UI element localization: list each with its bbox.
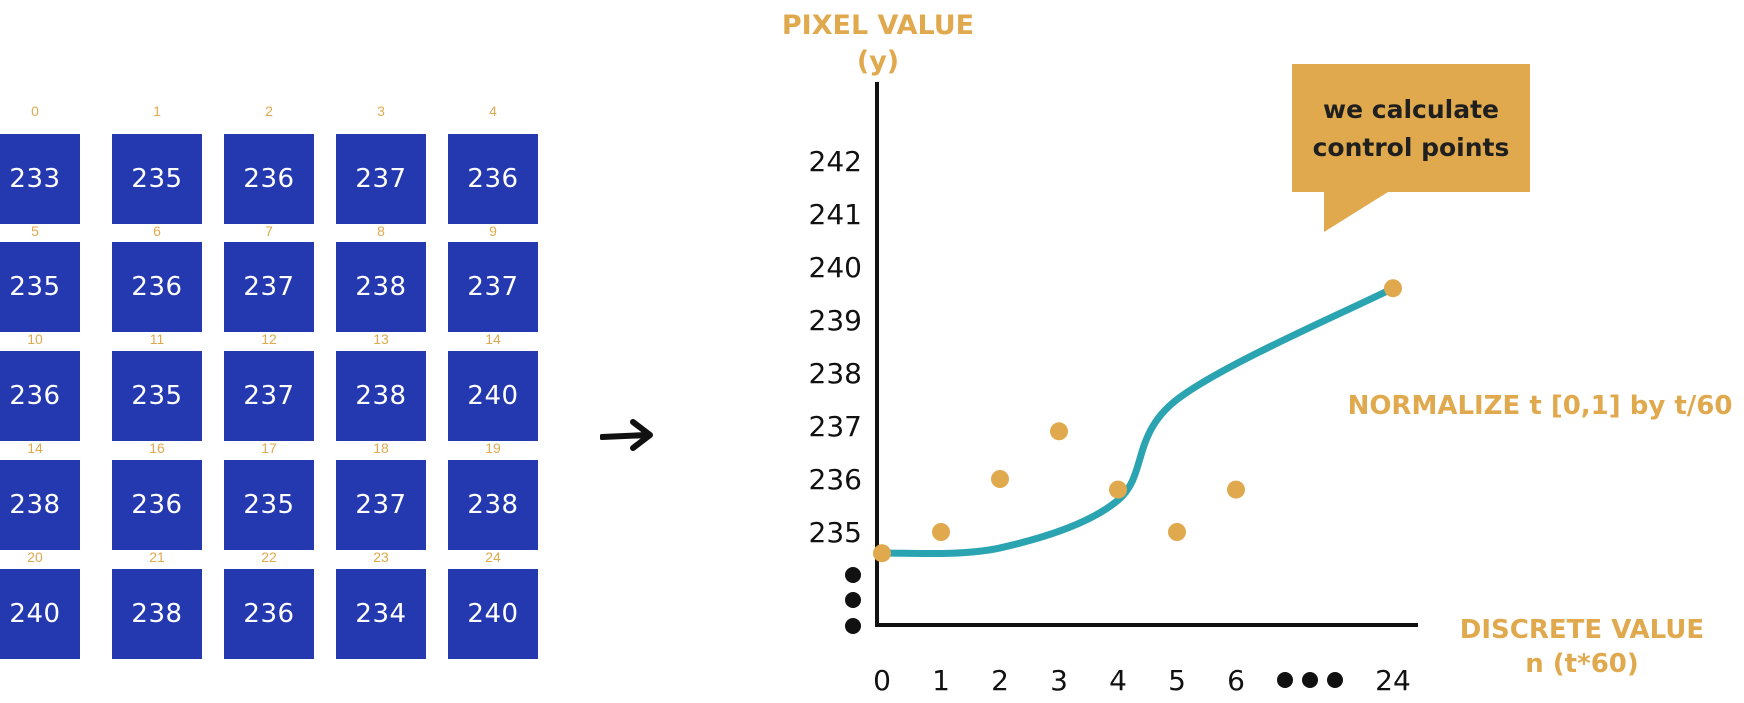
cell-index: 3	[377, 103, 385, 119]
cell-index: 1	[153, 103, 161, 119]
cell-index: 13	[373, 331, 389, 347]
pixel-cell: 236	[112, 242, 202, 332]
control-point	[991, 470, 1009, 488]
cell-index: 22	[261, 549, 277, 565]
pixel-cell: 233	[0, 134, 80, 224]
y-tick-label: 240	[809, 251, 862, 284]
normalize-annotation: NORMALIZE t [0,1] by t/60	[1348, 391, 1733, 421]
cell-index: 8	[377, 223, 385, 239]
x-tick-label: 5	[1168, 664, 1186, 697]
right-arrow-icon	[600, 419, 653, 451]
pixel-cell: 236	[112, 460, 202, 550]
cell-index: 6	[153, 223, 161, 239]
x-tick-label: 1	[932, 664, 950, 697]
pixel-cell: 238	[448, 460, 538, 550]
pixel-cell: 236	[448, 134, 538, 224]
callout-text-line2: control points	[1313, 133, 1510, 162]
control-point	[1168, 523, 1186, 541]
cell-index: 10	[27, 331, 43, 347]
y-axis-title: PIXEL VALUE	[782, 10, 974, 41]
y-tick-label: 235	[809, 516, 862, 549]
cell-index: 2	[265, 103, 273, 119]
pixel-cell: 235	[112, 134, 202, 224]
pixel-cell: 236	[0, 351, 80, 441]
x-tick-label: 4	[1109, 664, 1127, 697]
x-axis-ellipsis-dot	[1327, 672, 1343, 688]
pixel-cell: 238	[112, 569, 202, 659]
pixel-cell: 235	[112, 351, 202, 441]
callout-bubble	[1292, 64, 1530, 232]
pixel-cell: 236	[224, 569, 314, 659]
y-tick-label: 237	[809, 410, 862, 443]
pixel-cell: 237	[224, 242, 314, 332]
pixel-cell: 235	[0, 242, 80, 332]
fitted-curve-layer	[878, 284, 1397, 558]
y-tick-label: 236	[809, 463, 862, 496]
cell-index: 11	[149, 331, 165, 347]
cell-index: 21	[149, 549, 165, 565]
y-axis-ellipsis-dot	[845, 618, 861, 634]
control-point	[1109, 480, 1127, 499]
pixel-cell: 240	[448, 569, 538, 659]
pixel-cell: 238	[0, 460, 80, 550]
cell-index: 14	[27, 440, 43, 456]
callout-text-line1: we calculate	[1323, 95, 1499, 124]
cell-index: 7	[265, 223, 273, 239]
pixel-cell: 235	[224, 460, 314, 550]
control-point	[1227, 480, 1245, 499]
x-tick-label: 3	[1050, 664, 1068, 697]
y-tick-label: 242	[809, 145, 862, 178]
pixel-grid: 0 233 1 235 2 236 3 237 4 236 5 235 6 236 7 237 8 238 9 237…	[0, 0, 560, 703]
x-tick-label: 0	[873, 664, 891, 697]
pixel-cell: 238	[336, 242, 426, 332]
y-axis-ellipsis-dot	[845, 567, 861, 583]
pixel-cell: 237	[224, 351, 314, 441]
pixel-cell: 237	[336, 134, 426, 224]
cell-index: 0	[31, 103, 39, 119]
cell-index: 5	[31, 223, 39, 239]
pixel-cell: 240	[448, 351, 538, 441]
cell-index: 9	[489, 223, 497, 239]
cell-index: 14	[485, 331, 501, 347]
x-axis-ellipsis-dot	[1277, 672, 1293, 688]
cell-index: 4	[489, 103, 497, 119]
pixel-cell: 240	[0, 569, 80, 659]
control-points-layer	[873, 279, 1402, 563]
x-tick-label: 24	[1375, 664, 1411, 697]
cell-index: 19	[485, 440, 501, 456]
y-tick-label: 239	[809, 304, 862, 337]
pixel-cell: 236	[224, 134, 314, 224]
x-tick-label: 6	[1227, 664, 1245, 697]
control-point	[1050, 422, 1068, 441]
x-axis-title-sub: n (t*60)	[1525, 649, 1639, 679]
pixel-cell: 237	[448, 242, 538, 332]
cell-index: 18	[373, 440, 389, 456]
fitted-curve	[878, 284, 1397, 558]
cell-index: 16	[149, 440, 165, 456]
x-tick-label: 2	[991, 664, 1009, 697]
y-tick-labels: 235 236 237 238 239 240 241 242	[809, 145, 862, 549]
pixel-cell: 234	[336, 569, 426, 659]
control-point	[1384, 279, 1402, 298]
x-axis-ellipsis-dot	[1302, 672, 1318, 688]
x-tick-labels: 0 1 2 3 4 5 6 24	[873, 664, 1411, 697]
cell-index: 23	[373, 549, 389, 565]
control-point	[873, 544, 891, 563]
y-tick-label: 241	[809, 198, 862, 231]
cell-index: 12	[261, 331, 277, 347]
y-axis-title-sub: (y)	[857, 46, 899, 77]
cell-index: 20	[27, 549, 43, 565]
cell-index: 17	[261, 440, 277, 456]
control-point	[932, 523, 950, 541]
y-tick-label: 238	[809, 357, 862, 390]
cell-index: 24	[485, 549, 501, 565]
y-axis-ellipsis-dot	[845, 592, 861, 608]
pixel-cell: 238	[336, 351, 426, 441]
x-axis-title: DISCRETE VALUE	[1460, 615, 1704, 645]
pixel-cell: 237	[336, 460, 426, 550]
